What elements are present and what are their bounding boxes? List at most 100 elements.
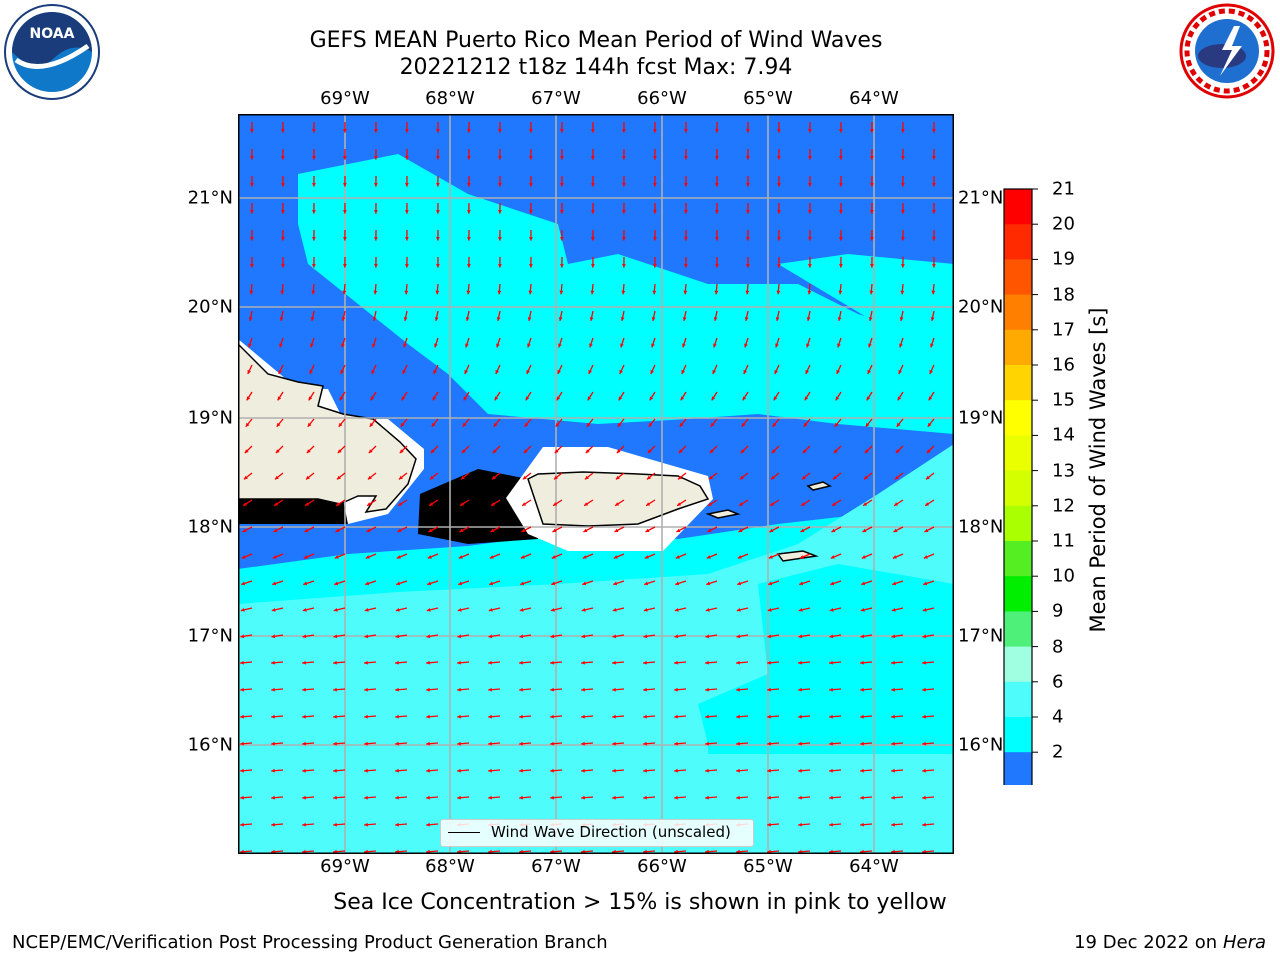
wind-arrow-head [744,343,748,348]
wind-arrow-head [271,634,276,639]
wind-arrow-head [590,183,595,187]
wind-arrow-head [395,687,399,692]
wind-arrow-head [869,290,874,295]
wind-arrow-head [272,581,277,586]
wind-arrow-head [590,264,595,268]
wind-arrow-head [714,290,719,295]
wind-arrow-head [869,183,874,187]
wind-arrow-head [403,343,407,348]
wind-arrow-head [861,555,866,559]
wind-arrow-head [333,822,337,827]
colorbar-label: 6 [1052,671,1064,693]
colorbar-segment [1004,189,1032,225]
wind-arrow-head [496,343,500,348]
wind-arrow-head [617,422,622,427]
wind-arrow-head [651,343,655,348]
wind-arrow-head [274,475,279,480]
wind-arrow-head [398,502,403,506]
wind-arrow-head [464,369,469,374]
wind-arrow-head [931,183,936,187]
wind-arrow-head [364,714,368,719]
wind-arrow-head [674,634,679,639]
wind-arrow-head [737,555,742,559]
wind-arrow-head [244,449,249,454]
wind-arrow-head [830,555,835,559]
wind-arrow-head [922,607,927,612]
wind-arrow-head [466,183,471,187]
wind-arrow-head [737,581,742,586]
wind-arrow-head [524,422,529,427]
wind-arrow-head [249,237,254,241]
wind-arrow-head [863,502,868,506]
wind-arrow-head [280,183,285,187]
wind-arrow-head [395,822,399,827]
wind-arrow-head [395,634,400,639]
wind-arrow-head [458,581,463,586]
lon-tick: 68°W [425,88,475,109]
wind-arrow-head [925,502,930,506]
wind-arrow-head [430,449,435,454]
wind-arrow-head [714,264,719,268]
wind-arrow-head [273,528,278,533]
wind-arrow-head [768,581,773,586]
wind-arrow-head [705,714,709,719]
wind-arrow-head [497,156,502,160]
wind-arrow-head [798,795,802,800]
wind-arrow-head [714,129,719,133]
wind-arrow-head [398,475,403,480]
wind-arrow-head [711,396,716,401]
wind-arrow-head [558,343,562,348]
wind-arrow-head [366,528,371,533]
colorbar-segment [1004,505,1032,542]
wind-arrow-head [304,528,309,533]
wind-arrow-head [924,528,929,533]
wind-arrow-head [364,607,369,612]
wind-arrow-head [612,795,616,800]
wind-arrow-head [426,768,430,773]
wind-arrow-head [403,317,408,321]
wind-arrow-head [435,290,440,295]
wind-arrow-head [488,741,492,746]
wind-arrow-head [555,422,560,427]
wind-arrow-head [404,290,409,295]
wind-arrow-head [647,449,652,454]
wind-arrow-head [435,156,440,160]
wind-arrow-head [333,660,337,665]
wind-arrow-head [705,768,709,773]
wind-arrow-head [643,741,647,746]
wind-arrow-head [333,714,337,719]
colorbar-label: 17 [1052,319,1075,341]
wind-arrow-head [649,396,654,401]
colorbar-label: 18 [1052,284,1075,306]
wind-arrow-head [900,210,905,214]
wind-arrow-head [767,687,771,692]
wind-arrow-head [923,581,928,586]
wind-arrow-head [400,422,405,427]
wind-arrow-head [891,741,895,746]
wind-arrow-head [776,290,781,295]
colorbar-segment [1004,576,1032,612]
wind-arrow-head [838,156,843,160]
wind-arrow-head [466,156,471,160]
lon-tick: 67°W [531,88,581,109]
wind-arrow-head [614,528,619,533]
wind-arrow-head [426,687,430,692]
wind-arrow-head [742,396,747,401]
wind-arrow-head [249,264,254,268]
wind-arrow-head [373,156,378,160]
footer-date: 19 Dec 2022 on Hera [1074,932,1266,953]
wind-arrow-head [706,555,711,559]
wind-arrow-head [342,210,347,214]
wind-arrow-head [404,156,409,160]
wind-arrow-head [457,607,462,612]
wind-arrow-head [395,660,399,665]
wind-arrow-head [931,237,936,241]
wind-arrow-head [612,687,616,692]
wind-arrow-head [302,741,306,746]
wind-arrow-head [736,634,741,639]
wind-arrow-head [897,396,902,401]
wind-arrow-head [739,475,744,480]
wind-arrow-head [682,343,686,348]
wind-arrow-head [798,768,802,773]
wind-arrow-head [736,741,740,746]
